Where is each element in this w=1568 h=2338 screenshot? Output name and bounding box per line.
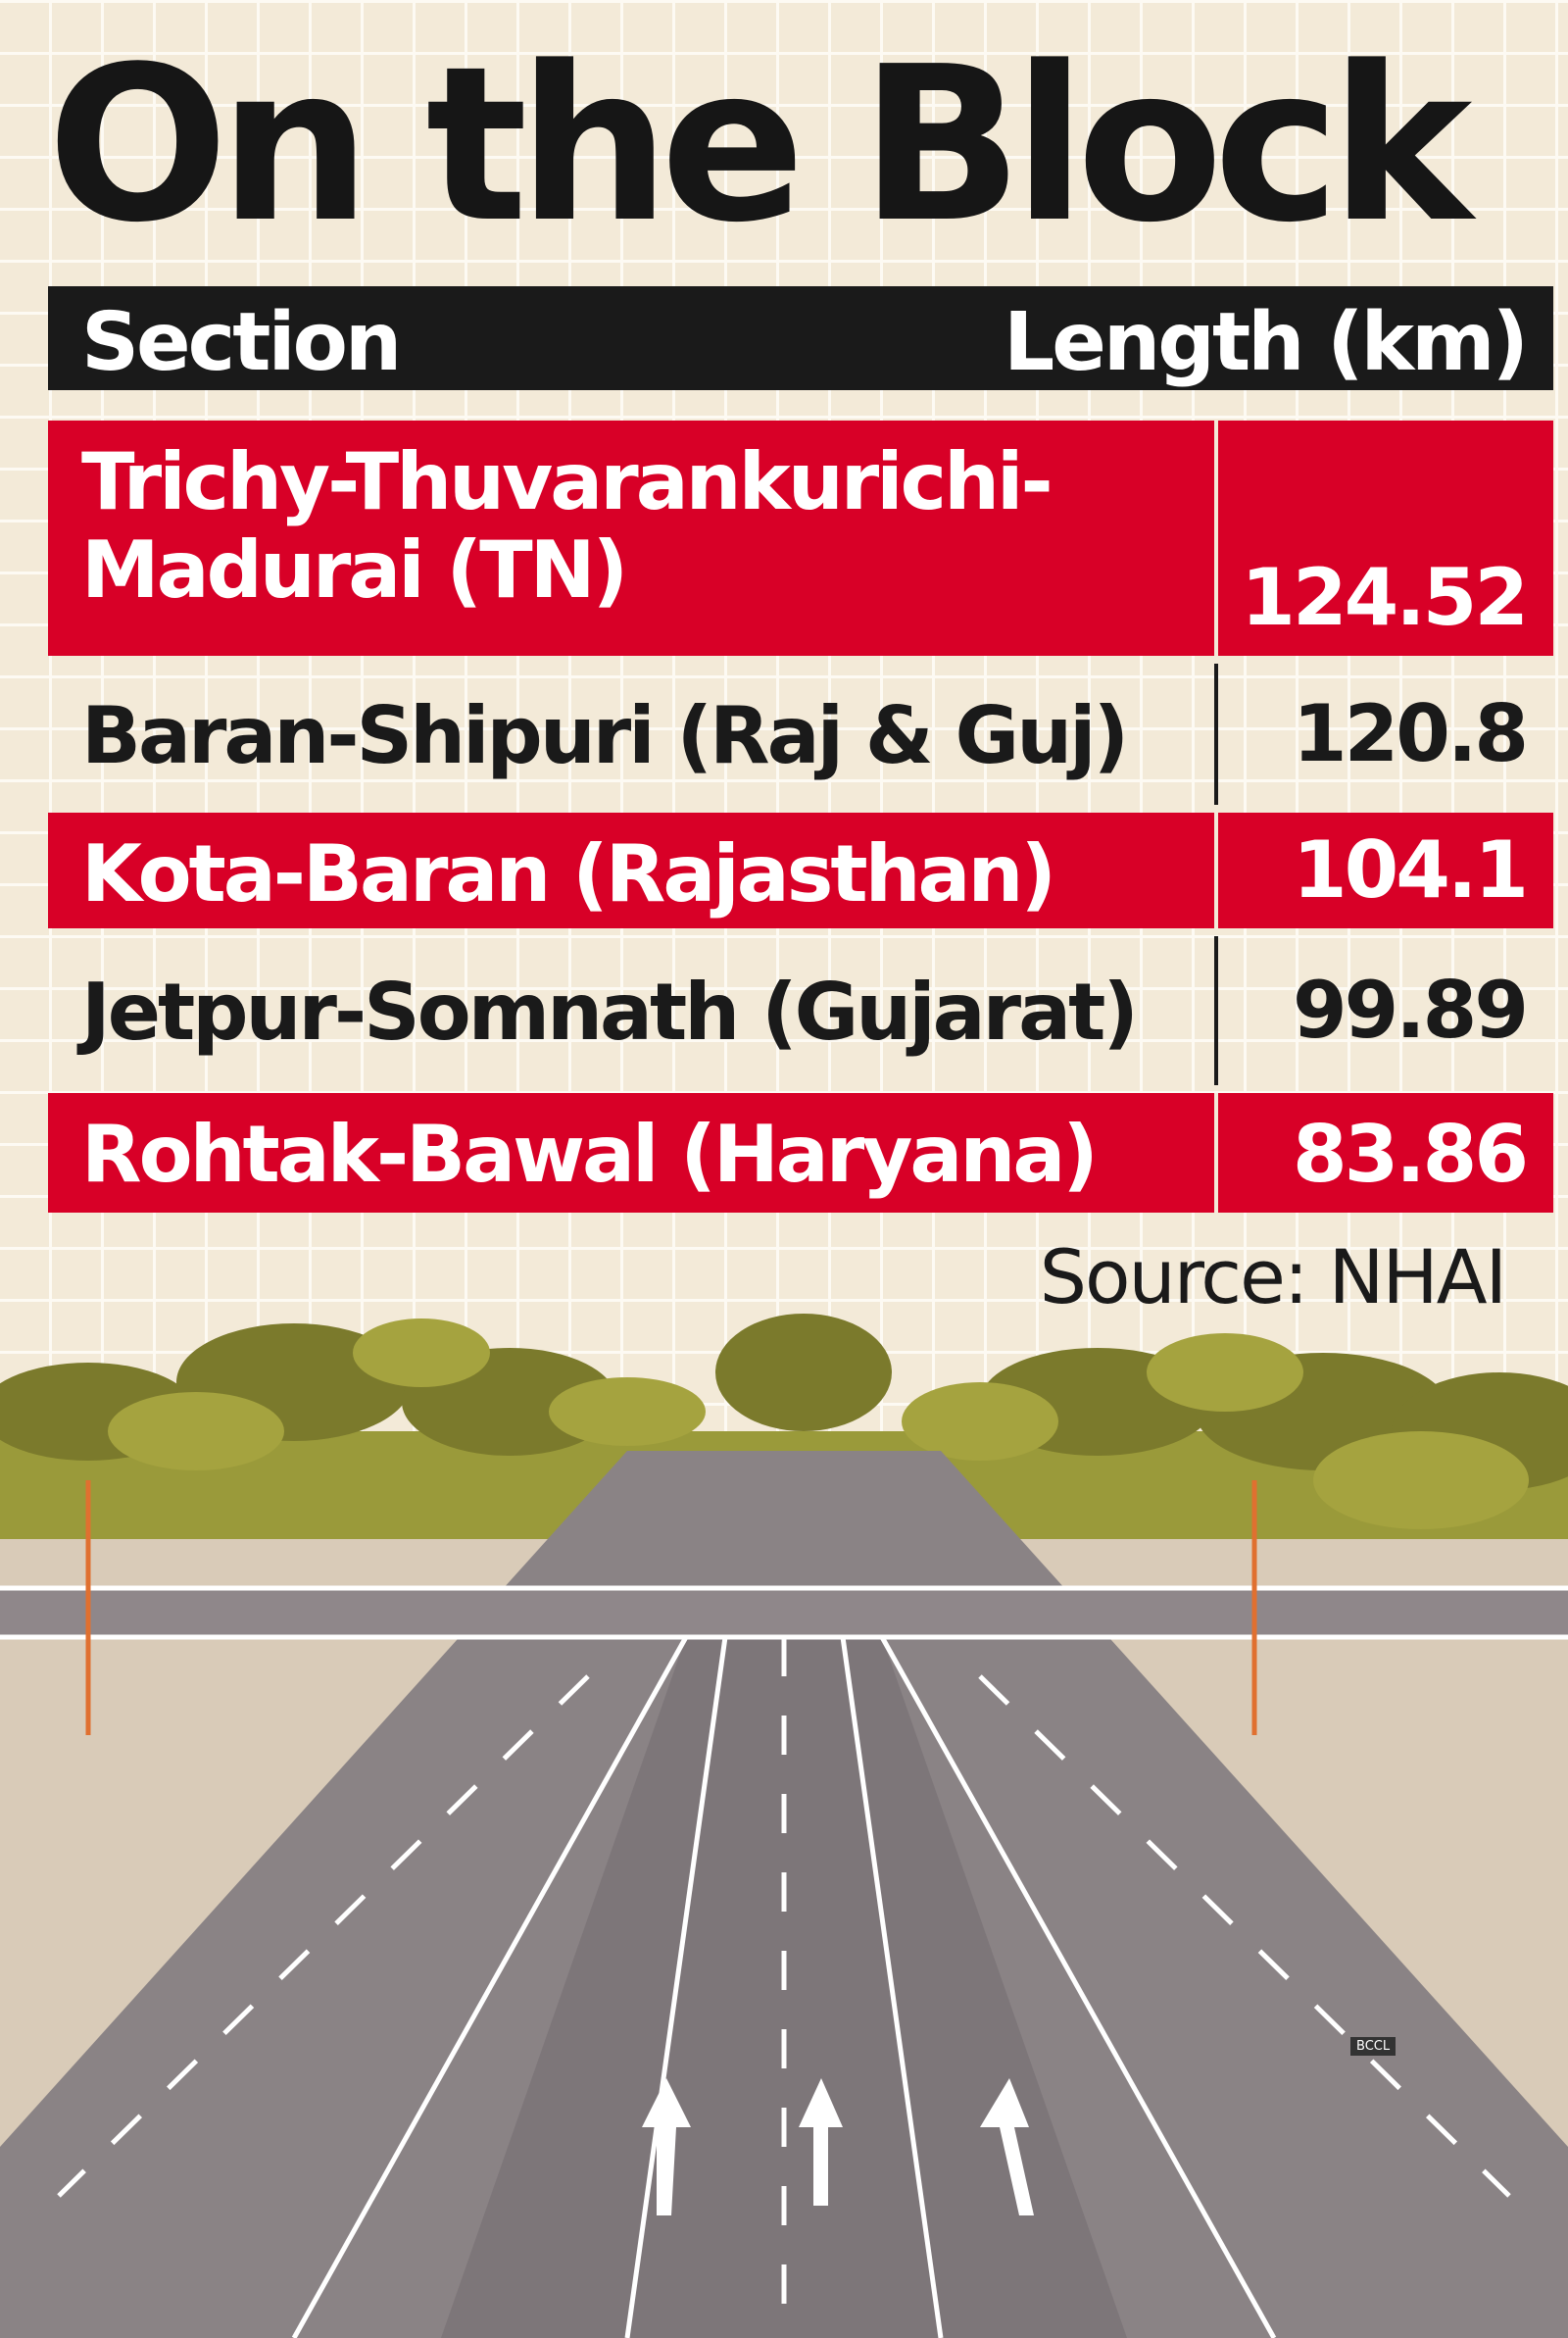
table-row: Rohtak-Bawal (Haryana) 83.86 xyxy=(48,1093,1553,1213)
section-cell: Baran-Shipuri (Raj & Guj) xyxy=(81,690,1129,782)
road-illustration xyxy=(0,1314,1568,2338)
table-row: Jetpur-Somnath (Gujarat) 99.89 xyxy=(48,936,1553,1085)
section-cell: Jetpur-Somnath (Gujarat) xyxy=(81,967,1139,1059)
length-cell: 104.1 xyxy=(1214,813,1553,928)
section-cell: Rohtak-Bawal (Haryana) xyxy=(81,1109,1099,1200)
length-cell: 124.52 xyxy=(1214,421,1553,656)
length-cell: 83.86 xyxy=(1214,1093,1553,1213)
title: On the Block xyxy=(47,22,1472,270)
table-row: Baran-Shipuri (Raj & Guj) 120.8 xyxy=(48,664,1553,805)
header-cell: Length (km) xyxy=(1004,296,1529,389)
table-header: Section Length (km) xyxy=(48,286,1553,390)
header-cell: Section xyxy=(81,296,402,389)
table-row: Trichy-Thuvarankurichi-Madurai (TN) 124.5… xyxy=(48,421,1553,656)
table-row: Kota-Baran (Rajasthan) 104.1 xyxy=(48,813,1553,928)
section-cell: Trichy-Thuvarankurichi-Madurai (TN) xyxy=(81,436,1054,616)
credit: BCCL xyxy=(1350,2037,1396,2056)
source: Source: NHAI xyxy=(1039,1233,1507,1320)
table-body: Trichy-Thuvarankurichi-Madurai (TN) 124.5… xyxy=(48,421,1553,1220)
section-cell: Kota-Baran (Rajasthan) xyxy=(81,828,1056,920)
length-cell: 99.89 xyxy=(1214,936,1553,1085)
length-cell: 120.8 xyxy=(1214,664,1553,805)
